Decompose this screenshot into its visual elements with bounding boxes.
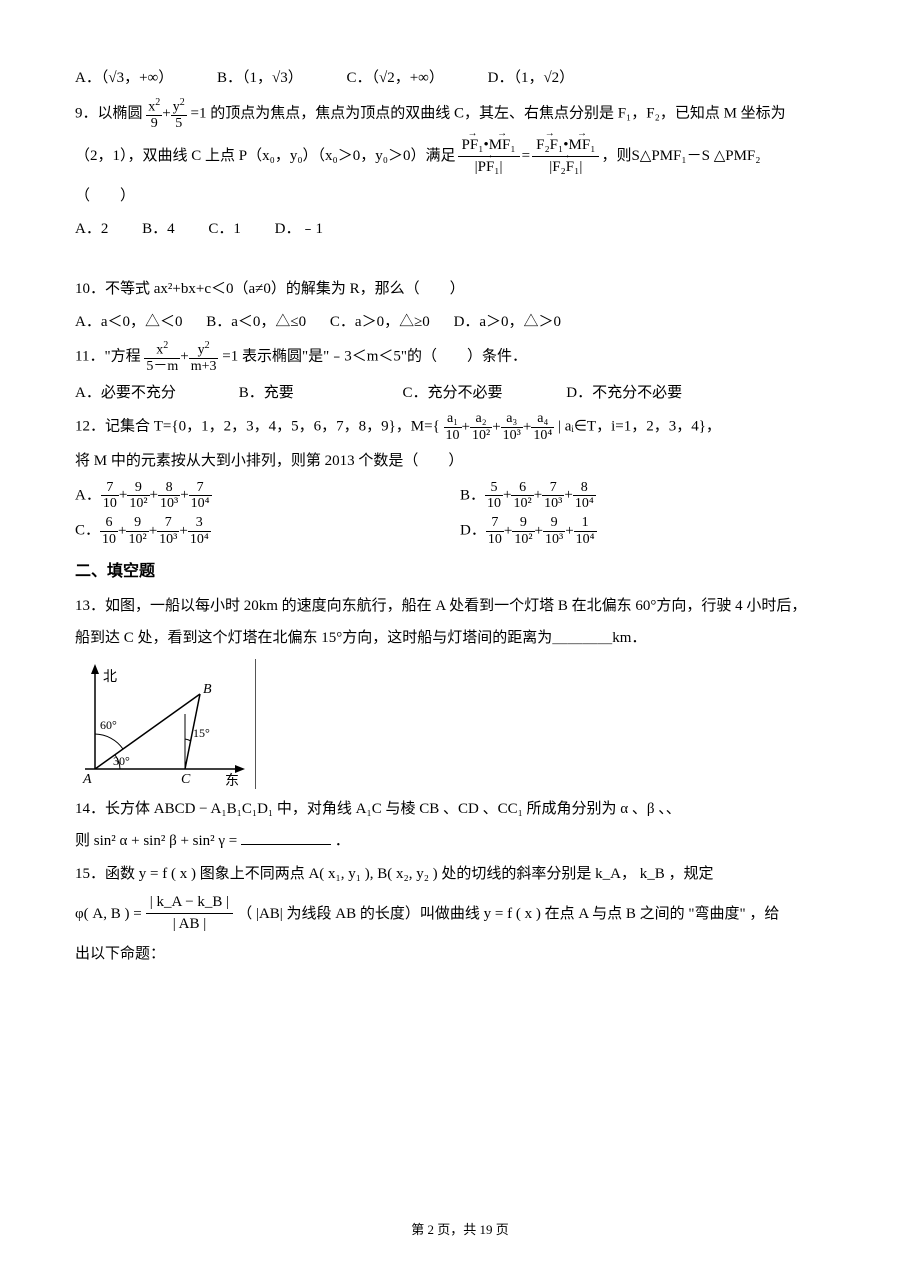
q12-choice-d: D．710+910²+910³+110⁴ xyxy=(460,515,845,547)
q9-bigfrac-left: PF₁•MF₁ |PF₁| xyxy=(458,135,520,179)
q9-paren: （ ） xyxy=(75,182,845,211)
q9-vec-pf1b: PF₁ xyxy=(478,159,500,176)
page-footer: 第 2 页，共 19 页 xyxy=(0,1218,920,1243)
q13-diagram: 北 东 A B C 60° 30° 15° xyxy=(75,659,256,789)
q8-choices: A．（√3，+∞） B．（1，√3） C．（√2，+∞） D．（1，√2） xyxy=(75,64,845,93)
q9-stem-a: 9．以椭圆 xyxy=(75,105,143,121)
ft-b: 页，共 xyxy=(437,1222,476,1237)
q15-den: | AB | xyxy=(146,914,233,935)
q13-svg: 北 东 A B C 60° 30° 15° xyxy=(75,659,255,789)
q11-nr: y xyxy=(198,343,205,358)
q9-ca: A．2 xyxy=(75,221,108,237)
q15-num: | k_A − k_B | xyxy=(146,892,233,914)
q9-bigfrac-right: F₂F₁•MF₁ |F₂F₁| xyxy=(532,135,599,179)
q9-dl: 9 xyxy=(146,116,162,131)
q8-choice-d: D．（1，√2） xyxy=(488,64,575,93)
q15-mid: （ |AB| 为线段 AB 的长度）叫做曲线 y = f ( x ) 在点 A … xyxy=(237,900,779,929)
q15-line3: 出以下命题： xyxy=(75,940,845,969)
q12-row-cd: C．610+910²+710³+310⁴ D．710+910²+910³+110… xyxy=(75,515,845,547)
lbl-30: 30° xyxy=(113,754,130,768)
q15-line2: φ( A, B ) = | k_A − k_B | | AB | （ |AB| … xyxy=(75,892,845,936)
ft-tot: 19 xyxy=(480,1222,493,1237)
q12-terms: a₁10+a₂10²+a₃10³+a₄10⁴ xyxy=(444,419,555,435)
q11-ca: A．必要不充分 xyxy=(75,379,235,408)
q10-ca: A．a＜0，△＜0 xyxy=(75,314,183,330)
lbl-A: A xyxy=(82,772,92,787)
q14-blank xyxy=(241,829,331,845)
q8-choice-c: C．（√2，+∞） xyxy=(346,64,443,93)
q10-cc: C．a＞0，△≥0 xyxy=(330,314,430,330)
q15-line1: 15．函数 y = f ( x ) 图象上不同两点 A( x₁, y₁ ), B… xyxy=(75,860,845,889)
ft-cur: 2 xyxy=(427,1222,434,1237)
q12-choice-a: A．710+910²+810³+710⁴ xyxy=(75,480,460,512)
q14-line2: 则 sin² α + sin² β + sin² γ = ． xyxy=(75,827,845,856)
q9-eq: = xyxy=(522,142,530,171)
q11-cc: C．充分不必要 xyxy=(403,379,563,408)
q11-choices: A．必要不充分 B．充要 C．充分不必要 D．不充分不必要 xyxy=(75,379,845,408)
q11-dr: m+3 xyxy=(189,359,219,374)
q12-choice-c: C．610+910²+710³+310⁴ xyxy=(75,515,460,547)
q11-cb: B．充要 xyxy=(239,379,399,408)
q9-stem-b: =1 的顶点为焦点，焦点为顶点的双曲线 C，其左、右焦点分别是 F₁，F₂，已知… xyxy=(190,105,785,121)
q12-sa: 12．记集合 T={0，1，2，3，4，5，6，7，8，9}，M={ xyxy=(75,419,440,435)
q12-sb: | aᵢ∈T，i=1，2，3，4}， xyxy=(558,419,721,435)
q9-dr: 5 xyxy=(171,116,187,131)
q9-line2: （2，1），双曲线 C 上点 P（x₀，y₀）（x₀＞0，y₀＞0）满足 PF₁… xyxy=(75,135,845,179)
q9-tri: S△PMF₁－S △PMF₂ xyxy=(631,142,760,171)
q10-choices: A．a＜0，△＜0 B．a＜0，△≤0 C．a＞0，△≥0 D．a＞0，△＞0 xyxy=(75,308,845,337)
ft-a: 第 xyxy=(411,1222,424,1237)
q12-row-ab: A．710+910²+810³+710⁴ B．510+610²+710³+810… xyxy=(75,480,845,512)
lbl-east: 东 xyxy=(225,773,239,789)
lbl-15: 15° xyxy=(193,726,210,740)
exam-page: A．（√3，+∞） B．（1，√3） C．（√2，+∞） D．（1，√2） 9．… xyxy=(0,0,920,1273)
q11-fl: x2 5－m xyxy=(144,340,180,374)
q9-choices: A．2 B．4 C．1 D．﹣1 xyxy=(75,215,845,244)
q9-l2b: ，则 xyxy=(601,142,631,171)
q9-xr: y xyxy=(173,99,180,114)
q9-frac-left: x2 9 xyxy=(146,97,162,131)
q10-stem: 10．不等式 ax²+bx+c＜0（a≠0）的解集为 R，那么（ ） xyxy=(75,275,845,304)
q11-sa: 11．"方程 xyxy=(75,349,141,365)
q11-sb: =1 表示椭圆"是"﹣3＜m＜5"的（ ）条件． xyxy=(222,349,527,365)
q9-vec-f2f1b: F₂F₁ xyxy=(552,159,579,176)
q9-frac-right: y2 5 xyxy=(171,97,187,131)
q10-cd: D．a＞0，△＞0 xyxy=(454,314,562,330)
lbl-north: 北 xyxy=(103,669,117,685)
q10-cb: B．a＜0，△≤0 xyxy=(206,314,306,330)
arc-60 xyxy=(95,734,123,749)
lbl-B: B xyxy=(203,682,212,697)
ft-c: 页 xyxy=(496,1222,509,1237)
q8-choice-a: A．（√3，+∞） xyxy=(75,64,173,93)
q9-cc: C．1 xyxy=(208,221,241,237)
q9-cb: B．4 xyxy=(142,221,175,237)
q12-choice-b: B．510+610²+710³+810⁴ xyxy=(460,480,845,512)
section-2-title: 二、填空题 xyxy=(75,557,845,587)
q14-line1: 14．长方体 ABCD − A₁B₁C₁D₁ 中，对角线 A₁C 与棱 CB 、… xyxy=(75,795,845,824)
q9-line1: 9．以椭圆 x2 9 + y2 5 =1 的顶点为焦点，焦点为顶点的双曲线 C，… xyxy=(75,97,845,131)
lbl-C: C xyxy=(181,772,191,787)
q11-fr: y2 m+3 xyxy=(189,340,219,374)
arrow-north xyxy=(91,664,99,674)
q9-cd: D．﹣1 xyxy=(275,221,323,237)
q11-cd: D．不充分不必要 xyxy=(566,385,682,401)
q8-choice-b: B．（1，√3） xyxy=(217,64,303,93)
q15-frac: | k_A − k_B | | AB | xyxy=(146,892,233,936)
q13-line1: 13．如图，一船以每小时 20km 的速度向东航行，船在 A 处看到一个灯塔 B… xyxy=(75,592,845,621)
q12-line2: 将 M 中的元素按从大到小排列，则第 2013 个数是（ ） xyxy=(75,447,845,476)
q14-l2a: 则 sin² α + sin² β + sin² γ = xyxy=(75,833,237,849)
q9-l2a: （2，1），双曲线 C 上点 P（x₀，y₀）（x₀＞0，y₀＞0）满足 xyxy=(75,142,456,171)
lbl-60: 60° xyxy=(100,718,117,732)
q15-lhs: φ( A, B ) = xyxy=(75,900,142,929)
q11-line: 11．"方程 x2 5－m + y2 m+3 =1 表示椭圆"是"﹣3＜m＜5"… xyxy=(75,340,845,374)
q12-line1: 12．记集合 T={0，1，2，3，4，5，6，7，8，9}，M={ a₁10+… xyxy=(75,411,845,443)
q13-line2: 船到达 C 处，看到这个灯塔在北偏东 15°方向，这时船与灯塔间的距离为＿＿＿＿… xyxy=(75,624,845,653)
q14-l2b: ． xyxy=(335,833,350,849)
q11-dl: 5－m xyxy=(144,359,180,374)
arrow-east xyxy=(235,765,245,773)
